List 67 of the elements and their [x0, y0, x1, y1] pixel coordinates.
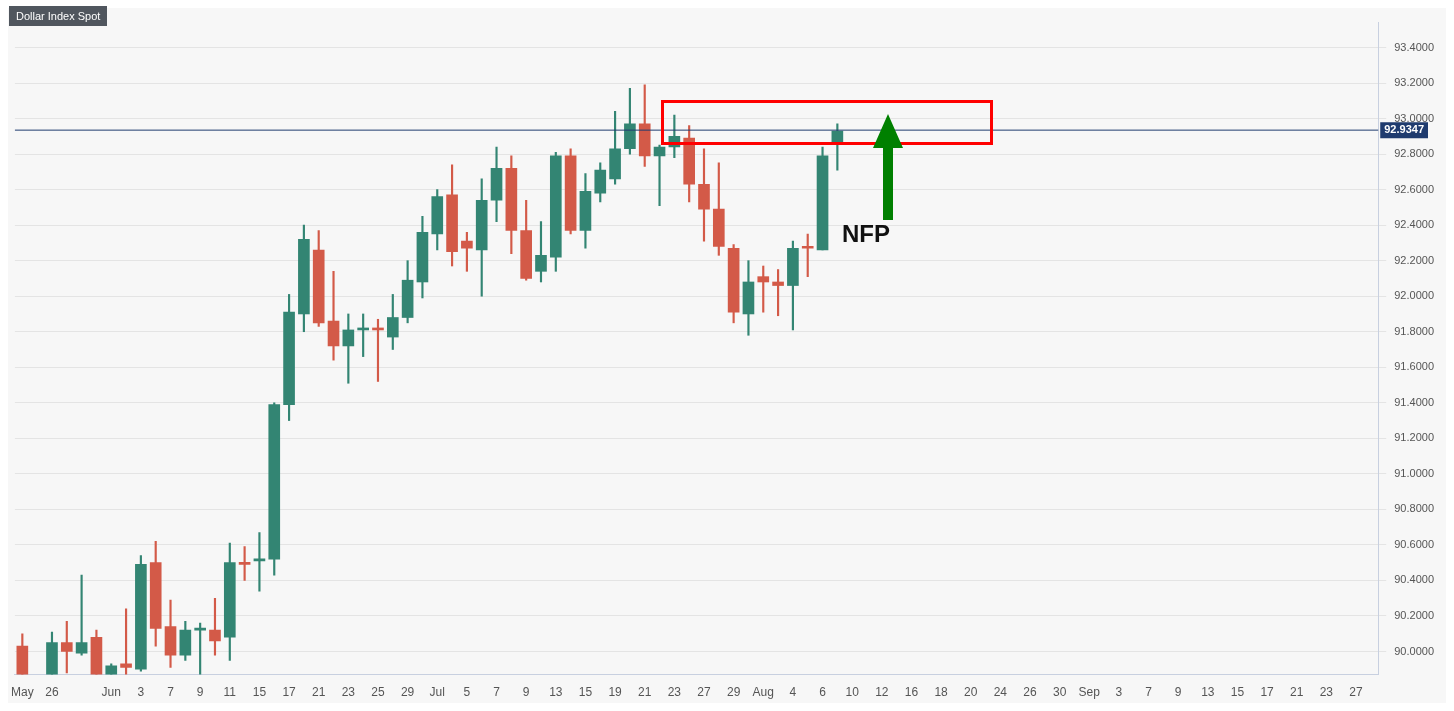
- x-tick-label: 3: [1115, 685, 1123, 700]
- y-tick-label: 93.0000: [1394, 111, 1434, 124]
- x-tick-label: 7: [1145, 685, 1153, 700]
- chart-title: Dollar Index Spot: [9, 6, 108, 26]
- y-tick-label: 92.4000: [1394, 218, 1434, 231]
- x-tick-label: 23: [667, 685, 682, 700]
- y-tick-label: 93.4000: [1394, 40, 1434, 53]
- x-tick-label: 3: [137, 685, 145, 700]
- x-tick-label: 20: [964, 685, 978, 700]
- y-tick-label: 92.6000: [1394, 182, 1434, 195]
- x-tick-label: 13: [549, 685, 563, 700]
- y-tick-label: 92.2000: [1394, 253, 1434, 266]
- x-tick-label: 16: [904, 685, 919, 700]
- x-tick-label: 27: [697, 685, 711, 700]
- x-tick-label: 21: [638, 685, 652, 700]
- x-tick-label: 17: [1260, 685, 1275, 700]
- x-tick-label: 10: [845, 685, 860, 700]
- x-tick-label: Sep: [1078, 685, 1101, 700]
- x-tick-label: 12: [875, 685, 889, 700]
- y-tick-label: 93.2000: [1394, 76, 1434, 89]
- x-tick-label: Jun: [101, 685, 121, 700]
- x-tick-label: 9: [522, 685, 530, 700]
- x-tick-label: 15: [578, 685, 593, 700]
- x-tick-label: 15: [252, 685, 267, 700]
- x-tick-label: 29: [726, 685, 741, 700]
- y-tick-label: 90.4000: [1394, 573, 1434, 586]
- annotation: NFP: [842, 220, 890, 248]
- y-tick-label: 90.8000: [1394, 502, 1434, 515]
- x-tick-label: 29: [400, 685, 415, 700]
- x-tick-label: 15: [1230, 685, 1245, 700]
- candlestick: [327, 270, 340, 361]
- x-tick-label: 21: [1290, 685, 1304, 700]
- x-tick-label: 30: [1052, 685, 1067, 700]
- x-tick-label: Jul: [429, 685, 445, 700]
- x-tick-label: 9: [1174, 685, 1182, 700]
- x-tick-label: 24: [993, 685, 1008, 700]
- x-tick-label: 17: [282, 685, 297, 700]
- y-tick-label: 90.0000: [1394, 644, 1434, 657]
- x-tick-label: 9: [196, 685, 204, 700]
- y-tick-label: 91.0000: [1394, 466, 1434, 479]
- ref-line-label: 92.9347: [1384, 123, 1424, 136]
- y-tick-label: 92.0000: [1394, 289, 1434, 302]
- x-tick-label: 26: [1023, 685, 1037, 700]
- x-tick-label: 13: [1201, 685, 1215, 700]
- y-tick-label: 91.6000: [1394, 360, 1434, 373]
- y-tick-label: 90.2000: [1394, 609, 1434, 621]
- x-tick-label: 11: [223, 685, 237, 700]
- x-tick-label: 26: [45, 685, 59, 700]
- x-tick-label: 23: [341, 685, 356, 700]
- x-tick-label: Aug: [752, 685, 774, 700]
- x-tick-label: 21: [312, 685, 326, 700]
- x-tick-label: 23: [1319, 685, 1334, 700]
- x-tick-label: 4: [789, 685, 797, 700]
- y-tick-label: 91.2000: [1394, 431, 1434, 444]
- y-tick-label: 91.8000: [1394, 324, 1434, 337]
- y-tick-label: 92.8000: [1394, 147, 1434, 160]
- x-tick-label: May: [11, 685, 34, 700]
- y-tick-label: 91.4000: [1394, 395, 1434, 408]
- x-tick-label: 7: [493, 685, 501, 700]
- x-tick-label: 5: [463, 685, 471, 700]
- x-tick-label: 7: [167, 685, 175, 700]
- x-tick-label: 25: [371, 685, 385, 700]
- x-tick-label: 19: [608, 685, 623, 700]
- x-tick-label: 6: [819, 685, 827, 700]
- x-tick-label: 18: [934, 685, 949, 700]
- x-tick-label: 27: [1349, 685, 1363, 700]
- y-tick-label: 90.6000: [1394, 537, 1434, 550]
